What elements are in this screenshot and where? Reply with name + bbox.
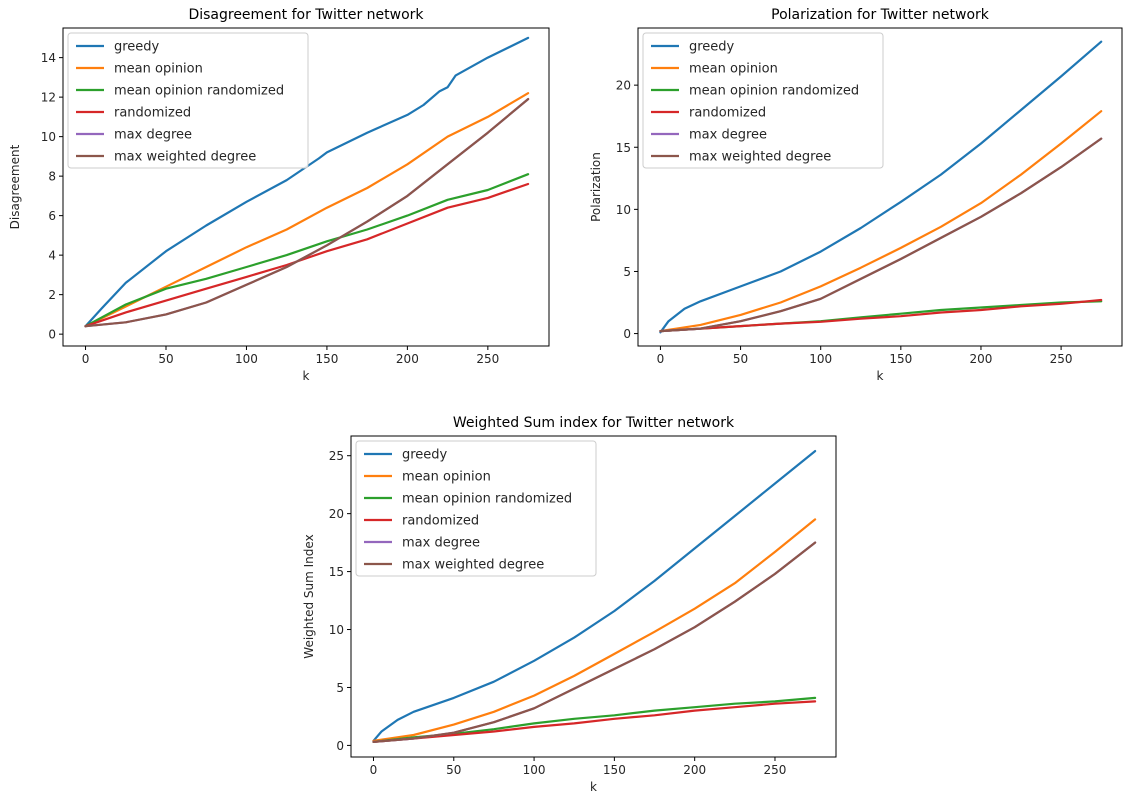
y-tick-label: 15	[329, 565, 344, 579]
series-line-mean-opinion	[84, 92, 530, 328]
legend-label: mean opinion randomized	[114, 84, 284, 99]
chart-title: Disagreement for Twitter network	[188, 7, 424, 23]
legend: greedy mean opinion mean opinion randomize…	[355, 440, 597, 577]
series-line-mean-opinion-randomized	[84, 173, 530, 328]
legend: greedy mean opinion mean opinion randomize…	[67, 32, 309, 169]
chart-panel-2: 0 50 100 150 200 250 0 5 10 15 20 Polarization for …	[589, 7, 1123, 383]
series-line-mean-opinion	[659, 110, 1103, 333]
y-axis-label: Weighted Sum Index	[302, 534, 316, 658]
legend-label: mean opinion	[689, 62, 778, 77]
x-tick-label: 250	[1050, 352, 1073, 366]
legend-label: greedy	[114, 40, 160, 55]
series-line-greedy	[372, 450, 817, 742]
x-tick-label: 100	[235, 352, 258, 366]
y-axis-label: Polarization	[589, 152, 603, 222]
legend-box	[355, 440, 597, 577]
y-tick-label: 20	[616, 79, 631, 93]
legend-label: max weighted degree	[114, 150, 256, 165]
y-tick-label: 0	[336, 739, 344, 753]
y-tick-label: 0	[48, 328, 56, 342]
x-axis-label: k	[303, 369, 310, 383]
x-tick-label: 150	[603, 763, 626, 777]
legend-label: greedy	[402, 448, 448, 463]
y-tick-label: 25	[329, 449, 344, 463]
legend-label: mean opinion	[114, 62, 203, 77]
chart-panel-3: 0 50 100 150 200 250 0 5 10 15 20 25 Weighted Sum in…	[302, 415, 837, 794]
series-line-randomized	[84, 182, 530, 328]
legend-label: mean opinion randomized	[402, 492, 572, 507]
legend-label: mean opinion	[402, 470, 491, 485]
series-group	[659, 40, 1103, 334]
series-line-greedy	[659, 40, 1103, 334]
y-tick-label: 10	[329, 623, 344, 637]
x-tick-label: 0	[657, 352, 665, 366]
y-tick-label: 4	[48, 249, 56, 263]
legend-label: randomized	[689, 106, 766, 121]
series-line-max-weighted-degree	[84, 98, 530, 328]
axes-frame	[350, 435, 837, 758]
x-tick-label: 200	[970, 352, 993, 366]
series-line-greedy	[84, 36, 530, 328]
legend-label: randomized	[114, 106, 191, 121]
x-tick-label: 50	[158, 352, 173, 366]
chart-title: Polarization for Twitter network	[771, 7, 990, 23]
series-group	[372, 450, 817, 743]
y-tick-label: 5	[336, 681, 344, 695]
legend-box	[67, 32, 309, 169]
series-group	[84, 36, 530, 328]
x-tick-label: 0	[370, 763, 378, 777]
x-tick-label: 150	[889, 352, 912, 366]
x-tick-label: 200	[396, 352, 419, 366]
x-tick-label: 100	[523, 763, 546, 777]
x-tick-label: 0	[82, 352, 90, 366]
axes-frame	[637, 27, 1123, 347]
legend-box	[642, 32, 884, 169]
y-tick-label: 14	[41, 51, 56, 65]
series-line-randomized	[372, 700, 817, 743]
x-tick-label: 250	[476, 352, 499, 366]
legend-label: randomized	[402, 514, 479, 529]
y-axis-label: Disagreement	[8, 144, 22, 229]
x-tick-label: 200	[683, 763, 706, 777]
y-tick-label: 5	[623, 265, 631, 279]
series-line-randomized	[659, 298, 1103, 333]
legend-label: greedy	[689, 40, 735, 55]
y-tick-label: 20	[329, 507, 344, 521]
y-tick-label: 15	[616, 141, 631, 155]
x-tick-label: 50	[446, 763, 461, 777]
y-tick-label: 10	[41, 130, 56, 144]
x-tick-label: 50	[733, 352, 748, 366]
series-line-max-weighted-degree	[659, 137, 1103, 333]
y-tick-label: 12	[41, 91, 56, 105]
legend-label: max degree	[114, 128, 192, 143]
x-axis-label: k	[590, 780, 597, 794]
x-tick-label: 250	[764, 763, 787, 777]
x-axis-label: k	[877, 369, 884, 383]
legend-label: max degree	[689, 128, 767, 143]
x-tick-label: 100	[809, 352, 832, 366]
chart-title: Weighted Sum index for Twitter network	[453, 415, 735, 431]
legend-label: mean opinion randomized	[689, 84, 859, 99]
axes-frame	[62, 27, 550, 347]
legend-label: max weighted degree	[689, 150, 831, 165]
series-line-mean-opinion	[372, 518, 817, 742]
y-tick-label: 10	[616, 203, 631, 217]
x-tick-label: 150	[315, 352, 338, 366]
legend-label: max weighted degree	[402, 558, 544, 573]
y-tick-label: 2	[48, 288, 56, 302]
chart-panel-1: 0 50 100 150 200 250 0 2 4 6 8 10 12 14 Disagreement f…	[8, 7, 550, 383]
y-tick-label: 0	[623, 327, 631, 341]
y-tick-label: 8	[48, 170, 56, 184]
y-tick-label: 6	[48, 209, 56, 223]
legend-label: max degree	[402, 536, 480, 551]
series-line-max-weighted-degree	[372, 541, 817, 743]
legend: greedy mean opinion mean opinion randomize…	[642, 32, 884, 169]
